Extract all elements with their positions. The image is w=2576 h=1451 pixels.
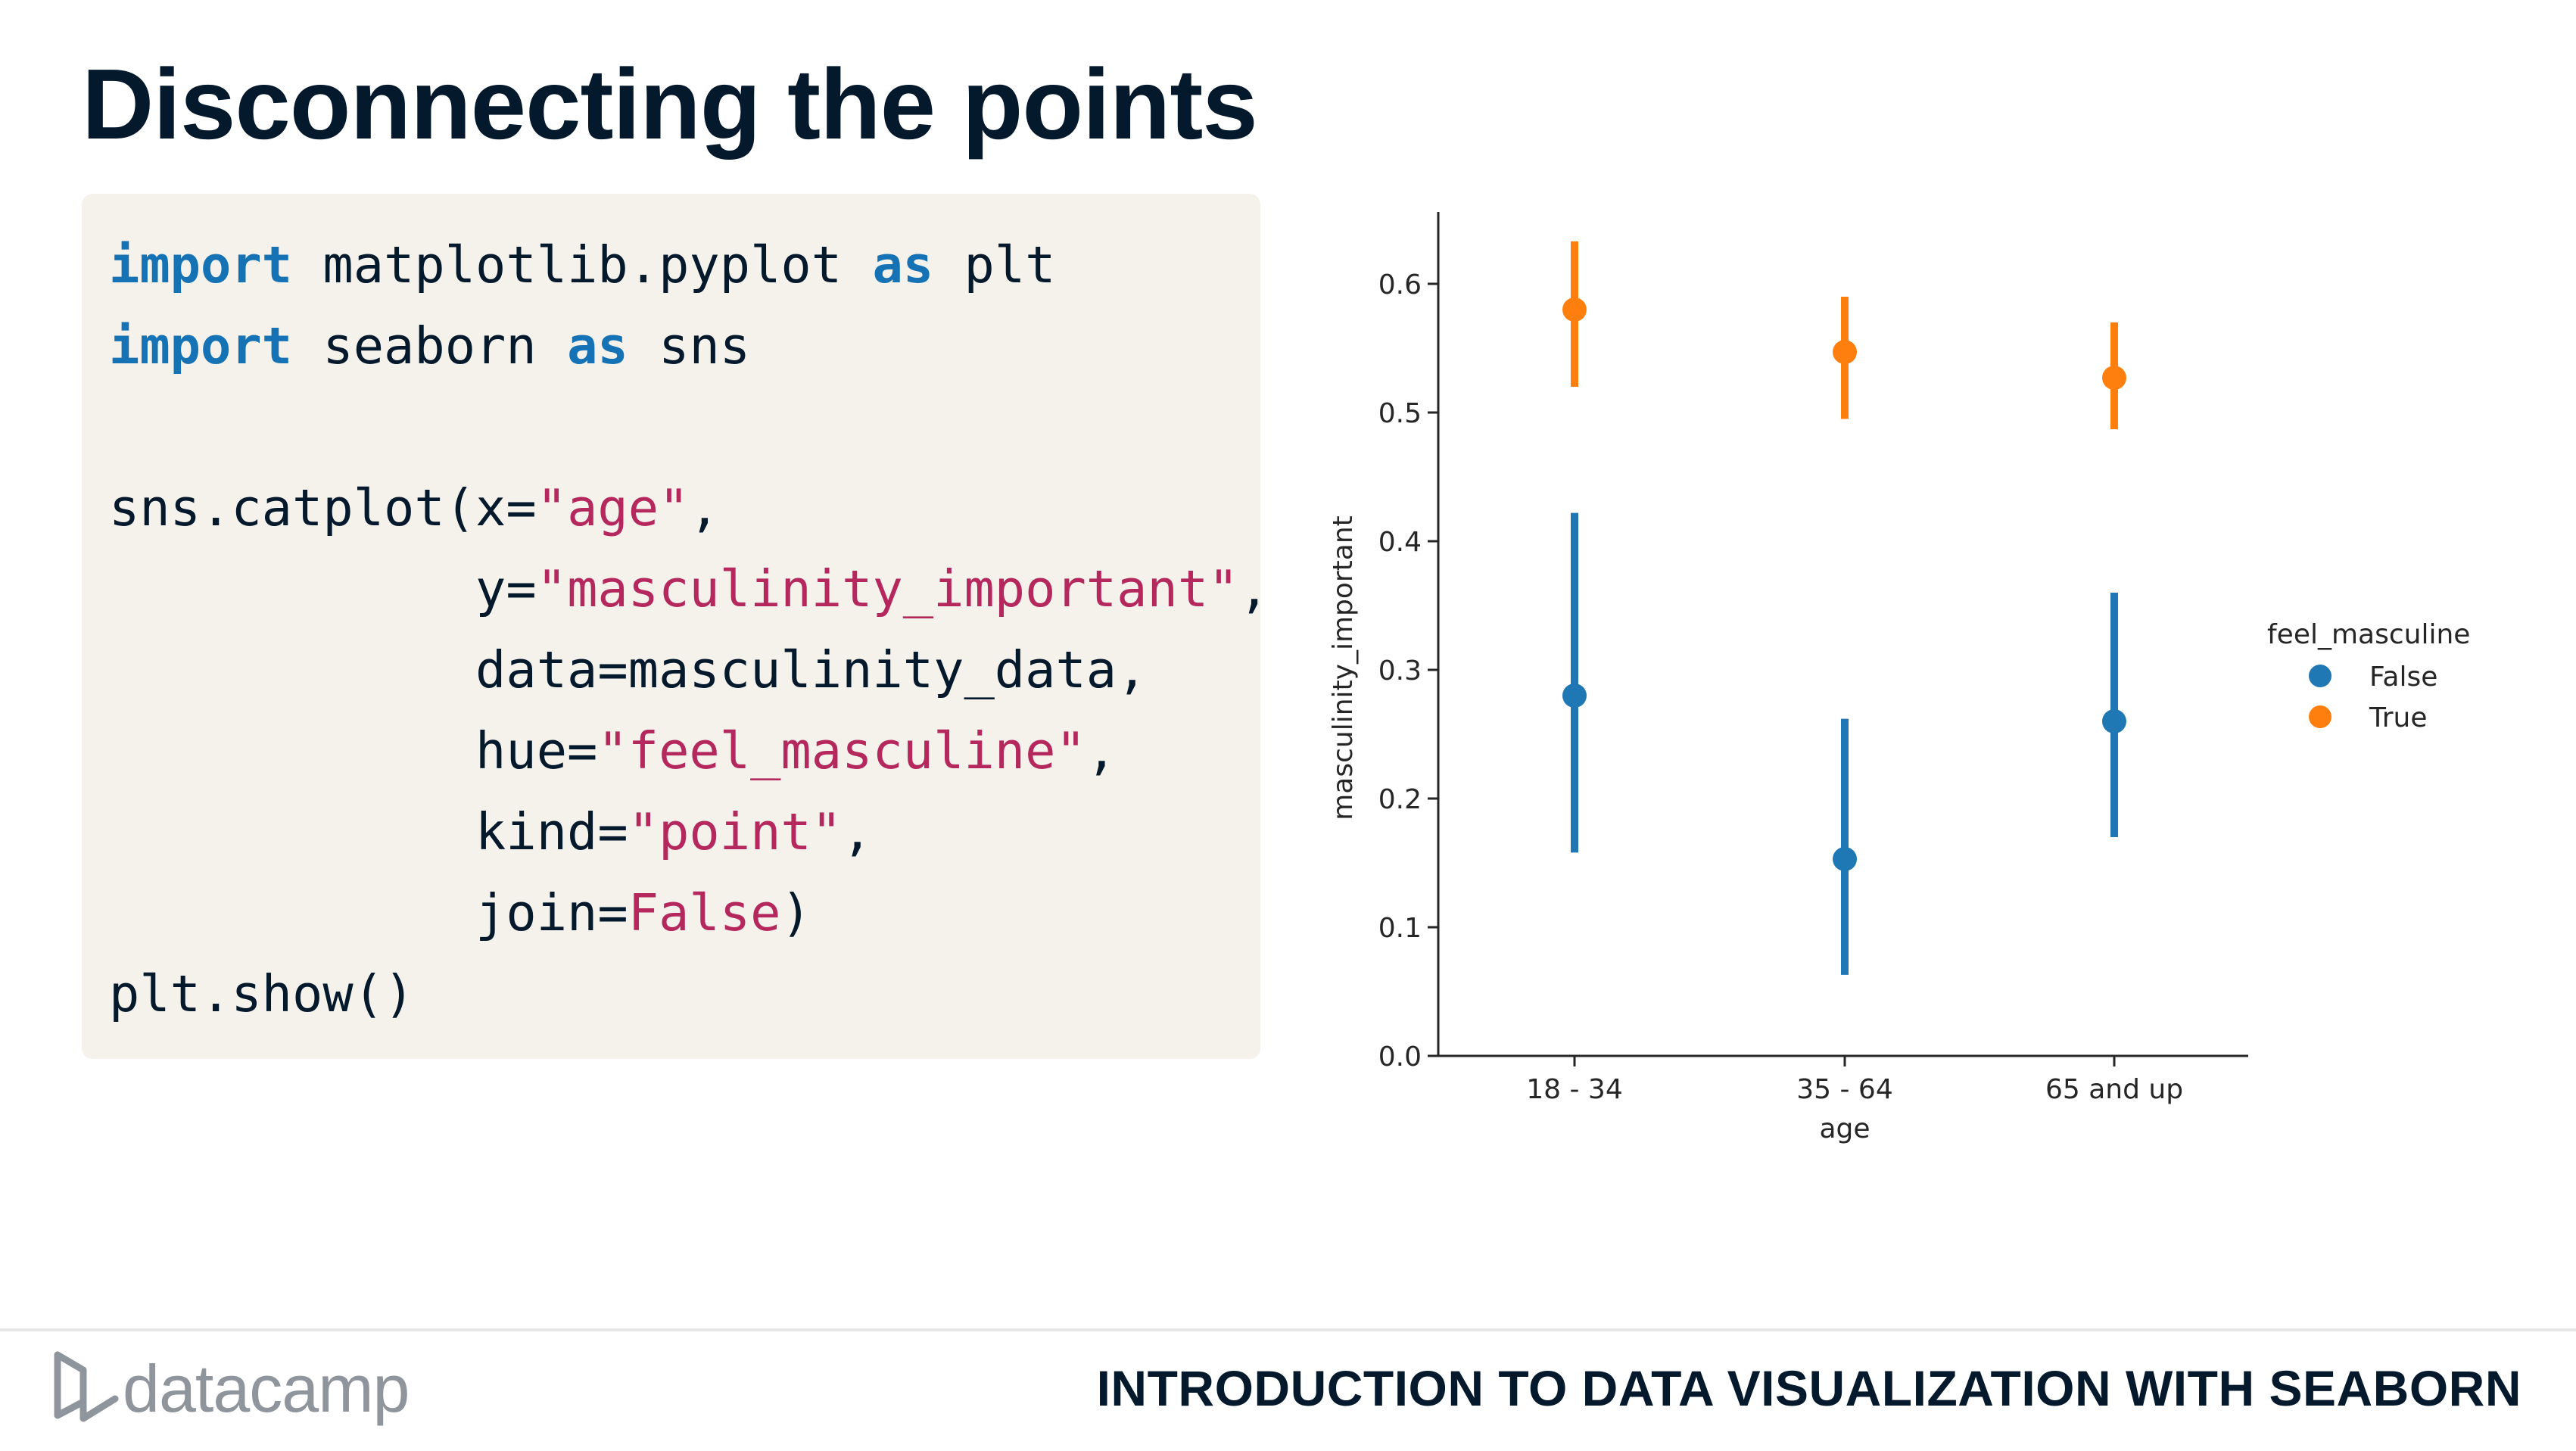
code-line: import seaborn as sns	[109, 316, 750, 376]
code-block: import matplotlib.pyplot as plt import se…	[82, 194, 1269, 1059]
x-tick-label: 65 and up	[2045, 1074, 2183, 1105]
datacamp-logo-icon	[54, 1351, 119, 1422]
code-line: data=masculinity_data,	[109, 640, 1147, 700]
code-text: hue=	[109, 721, 598, 780]
code-text: sns.catplot(x=	[109, 478, 537, 537]
code-keyword: import	[109, 316, 293, 375]
code-string: "point"	[628, 802, 843, 861]
code-text: y=	[109, 559, 537, 618]
y-tick-label: 0.0	[1378, 1042, 1422, 1073]
course-title: INTRODUCTION TO DATA VISUALIZATION WITH …	[1096, 1360, 2521, 1416]
y-tick-label: 0.5	[1378, 398, 1422, 429]
y-tick-label: 0.6	[1378, 269, 1422, 300]
code-text: ,	[842, 802, 873, 861]
data-point	[1833, 340, 1857, 365]
x-axis-label: age	[1819, 1113, 1870, 1144]
chart: 0.0 0.1 0.2 0.3 0.4 0.5 0.6 18 - 34 35 - 64 65 an…	[1317, 197, 2498, 1181]
data-point	[1562, 297, 1587, 322]
code-text: plt.show()	[109, 964, 415, 1023]
code-text: ,	[1086, 721, 1117, 780]
code-keyword: import	[109, 235, 293, 294]
logo-text: datacamp	[123, 1351, 410, 1426]
code-line: kind="point",	[109, 802, 872, 862]
legend-label: False	[2369, 662, 2437, 693]
code-line: plt.show()	[109, 964, 414, 1024]
slide-title: Disconnecting the points	[82, 48, 1258, 160]
x-tick-label: 18 - 34	[1526, 1074, 1623, 1105]
code-line: y="masculinity_important",	[109, 559, 1269, 619]
code-text: data=masculinity_data,	[109, 640, 1148, 699]
code-string: False	[628, 883, 781, 942]
footer-divider	[0, 1328, 2576, 1331]
code-text: matplotlib.pyplot	[292, 235, 873, 294]
y-tick-label: 0.4	[1378, 527, 1422, 558]
legend-label: True	[2369, 702, 2427, 733]
legend-marker	[2309, 665, 2331, 687]
code-text: ,	[1238, 559, 1269, 618]
code-text: sns	[628, 316, 751, 375]
code-keyword: as	[872, 235, 934, 294]
code-text: )	[780, 883, 811, 942]
code-line: sns.catplot(x="age",	[109, 478, 720, 538]
legend-title: feel_masculine	[2267, 619, 2470, 650]
code-string: "masculinity_important"	[536, 559, 1239, 618]
code-text: kind=	[109, 802, 628, 861]
y-axis-label: masculinity_important	[1328, 515, 1359, 820]
code-line: join=False)	[109, 883, 811, 943]
data-point	[1833, 846, 1857, 871]
code-line: import matplotlib.pyplot as plt	[109, 235, 1056, 295]
y-tick-label: 0.3	[1378, 655, 1422, 687]
code-line: hue="feel_masculine",	[109, 721, 1117, 781]
y-tick-label: 0.1	[1378, 913, 1422, 944]
code-text: join=	[109, 883, 628, 942]
chart-svg: 0.0 0.1 0.2 0.3 0.4 0.5 0.6 18 - 34 35 - 64 65 an…	[1328, 212, 2470, 1144]
data-point	[1562, 683, 1587, 708]
datacamp-logo: datacamp	[53, 1349, 447, 1432]
code-text: plt	[933, 235, 1056, 294]
legend-marker	[2309, 705, 2331, 728]
x-tick-label: 35 - 64	[1796, 1074, 1893, 1105]
y-tick-label: 0.2	[1378, 784, 1422, 815]
code-string: "age"	[536, 478, 690, 537]
code-keyword: as	[567, 316, 628, 375]
code-string: "feel_masculine"	[597, 721, 1086, 780]
data-point	[2102, 709, 2126, 733]
code-text: ,	[689, 478, 720, 537]
data-point	[2102, 366, 2126, 391]
code-text: seaborn	[292, 316, 568, 375]
